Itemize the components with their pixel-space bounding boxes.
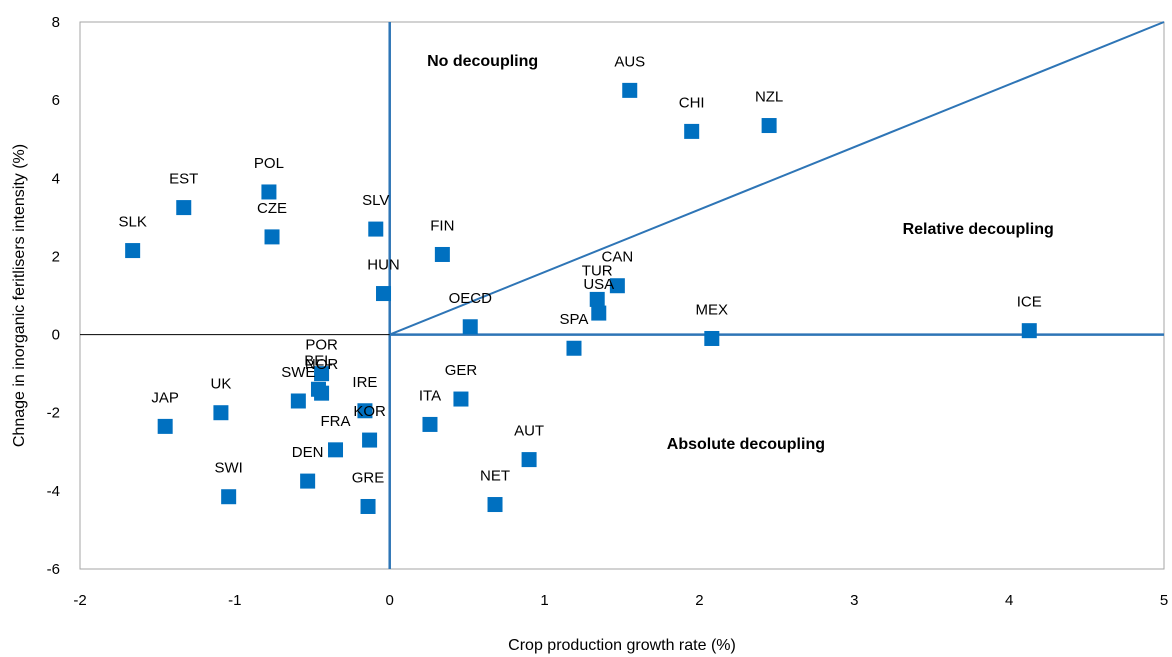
x-tick-label: -1 xyxy=(228,592,241,609)
data-point-label: JAP xyxy=(151,389,179,406)
y-tick-label: 2 xyxy=(52,248,60,265)
data-point-label: MEX xyxy=(696,301,729,318)
x-tick-label: 0 xyxy=(386,592,394,609)
region-label: No decoupling xyxy=(427,53,538,70)
data-point-marker xyxy=(221,489,237,505)
data-point-label: SPA xyxy=(560,311,589,328)
data-point-marker xyxy=(609,278,625,294)
data-point-label: AUT xyxy=(514,423,544,440)
data-point-label: AUS xyxy=(614,53,645,70)
data-point-marker xyxy=(761,118,777,134)
x-tick-label: 5 xyxy=(1160,592,1168,609)
data-point-label: EST xyxy=(169,171,198,188)
reference-lines xyxy=(80,21,1165,569)
x-tick-label: 2 xyxy=(695,592,703,609)
x-axis-label: Crop production growth rate (%) xyxy=(508,637,736,654)
data-point-marker xyxy=(1021,323,1037,339)
data-point-marker xyxy=(300,473,316,489)
y-axis-ticks: -6 -4 -2 0 2 4 6 8 xyxy=(47,14,60,578)
data-point-marker xyxy=(422,416,438,432)
data-point-label: FIN xyxy=(430,217,454,234)
data-point-label: SLV xyxy=(362,192,389,209)
x-axis-ticks: -2 -1 0 1 2 3 4 5 xyxy=(73,592,1168,609)
data-point-marker xyxy=(591,305,607,321)
data-point-label: CZE xyxy=(257,200,287,217)
data-point-marker xyxy=(684,123,700,139)
y-tick-label: 8 xyxy=(52,14,60,31)
x-tick-label: 3 xyxy=(850,592,858,609)
data-point-marker xyxy=(314,366,330,382)
data-point-label: SWE xyxy=(281,364,315,381)
data-point-marker xyxy=(622,82,638,98)
y-tick-label: -4 xyxy=(47,483,60,500)
data-point-label: GER xyxy=(445,362,478,379)
y-axis-label: Chnage in inorganic feritlisers intensit… xyxy=(11,144,28,447)
data-point-marker xyxy=(157,418,173,434)
data-point-label: GRE xyxy=(352,469,385,486)
data-point-marker xyxy=(462,319,478,335)
data-point-marker xyxy=(566,340,582,356)
data-point-marker xyxy=(213,405,229,421)
data-point-label: IRE xyxy=(352,374,377,391)
data-point-label: NZL xyxy=(755,89,783,106)
data-point-label: USA xyxy=(583,276,614,293)
data-point-marker xyxy=(453,391,469,407)
data-point-label: CAN xyxy=(602,249,634,266)
data-point-marker xyxy=(360,498,376,514)
x-tick-label: -2 xyxy=(73,592,86,609)
data-point-label: ICE xyxy=(1017,294,1042,311)
data-point-label: SWI xyxy=(214,460,242,477)
data-point-label: CHI xyxy=(679,94,705,111)
region-label: Absolute decoupling xyxy=(667,436,825,453)
data-point-label: NOR xyxy=(305,356,339,373)
x-tick-label: 4 xyxy=(1005,592,1013,609)
region-label: Relative decoupling xyxy=(903,221,1054,238)
data-point-marker xyxy=(521,452,537,468)
data-point-label: NET xyxy=(480,468,510,485)
data-point-marker xyxy=(290,393,306,409)
data-point-marker xyxy=(357,403,373,419)
data-point-label: HUN xyxy=(367,257,400,274)
y-tick-label: 6 xyxy=(52,92,60,109)
data-point-marker xyxy=(487,497,503,513)
plot-area xyxy=(79,21,1165,570)
data-point-label: BEL xyxy=(304,352,332,369)
data-point-marker xyxy=(125,243,141,259)
data-point-label: TUR xyxy=(582,262,613,279)
data-point-marker xyxy=(176,200,192,216)
data-point-marker xyxy=(314,385,330,401)
data-point-marker xyxy=(376,286,392,302)
relative-decoupling-line xyxy=(389,21,1165,336)
data-point-marker xyxy=(362,432,378,448)
data-point-label: KOR xyxy=(353,403,386,420)
data-point-marker xyxy=(261,184,277,200)
data-point-label: OECD xyxy=(449,290,493,307)
data-point-marker xyxy=(704,330,720,346)
data-point-marker xyxy=(368,221,384,237)
region-labels: No decoupling Relative decoupling Absolute… xyxy=(427,53,1054,453)
data-point-marker xyxy=(328,442,344,458)
y-tick-label: -2 xyxy=(47,405,60,422)
data-point-marker xyxy=(264,229,280,245)
data-point-marker xyxy=(589,291,605,307)
data-point-label: DEN xyxy=(292,444,324,461)
data-point-label: ITA xyxy=(419,387,441,404)
data-point-label: POR xyxy=(305,337,338,354)
data-point-marker xyxy=(434,246,450,262)
x-tick-label: 1 xyxy=(540,592,548,609)
data-point-label: FRA xyxy=(321,413,351,430)
data-point-label: SLK xyxy=(118,214,146,231)
data-point-label: POL xyxy=(254,155,284,172)
data-point-label: UK xyxy=(210,376,231,393)
y-tick-label: -6 xyxy=(47,561,60,578)
y-tick-label: 0 xyxy=(52,327,60,344)
y-tick-label: 4 xyxy=(52,170,60,187)
